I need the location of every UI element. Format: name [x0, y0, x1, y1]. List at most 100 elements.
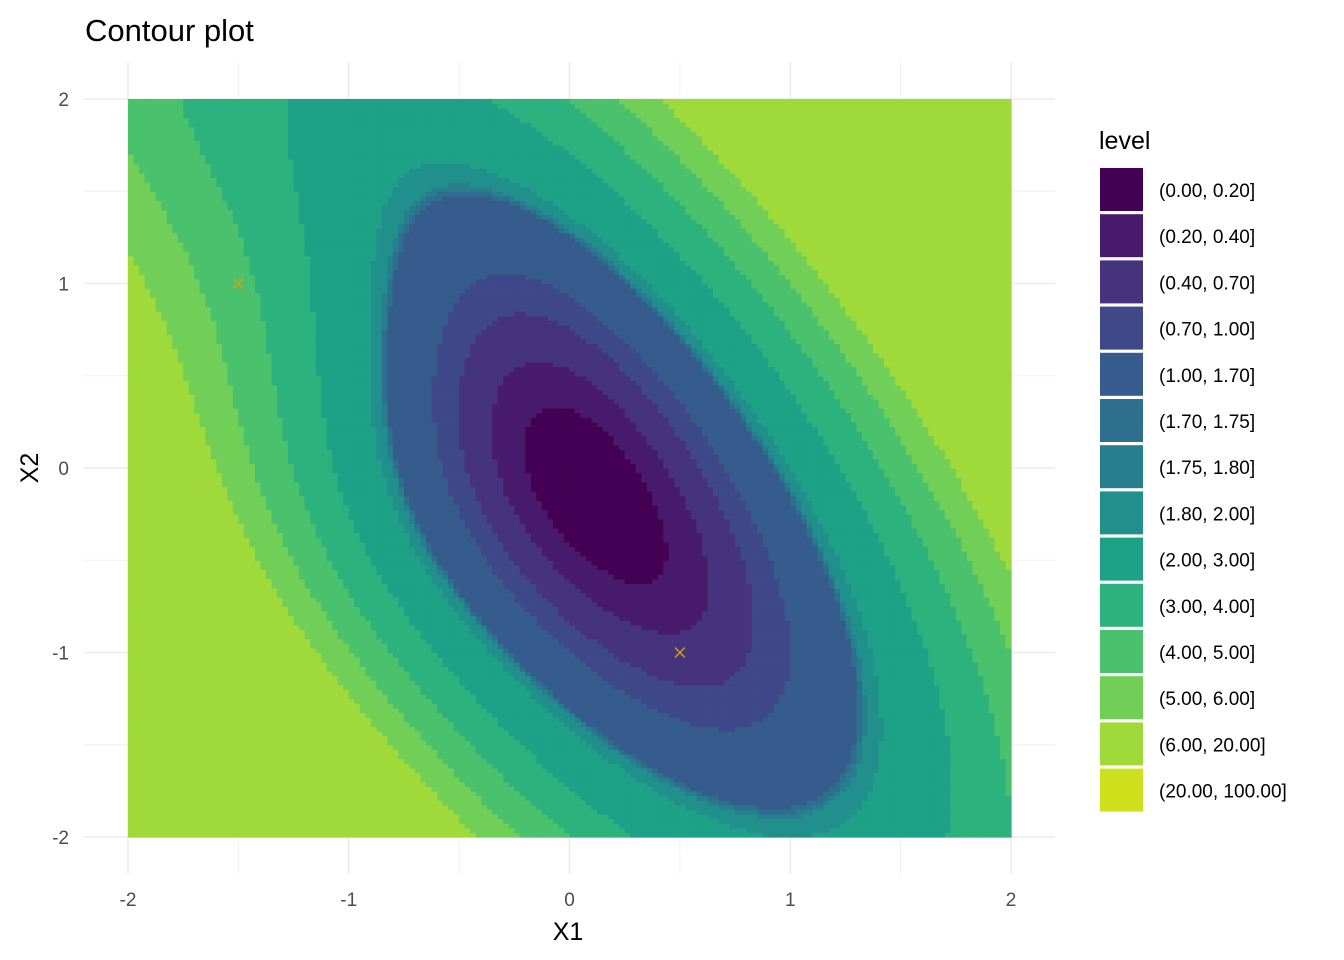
contour-cell: [282, 168, 289, 174]
contour-cell: [128, 108, 135, 114]
contour-cell: [216, 541, 223, 548]
contour-cell: [293, 131, 300, 137]
contour-cell: [155, 583, 162, 589]
contour-cell: [271, 753, 278, 760]
contour-cell: [238, 721, 245, 727]
contour-cell: [199, 426, 206, 432]
contour-cell: [133, 278, 140, 285]
contour-cell: [199, 108, 206, 114]
contour-cell: [194, 477, 201, 483]
contour-cell: [282, 809, 289, 815]
contour-cell: [260, 435, 267, 441]
contour-cell: [277, 767, 284, 774]
contour-cell: [232, 145, 239, 151]
contour-cell: [265, 315, 273, 321]
contour-cell: [155, 560, 162, 566]
contour-cell: [205, 158, 212, 165]
contour-cell: [221, 306, 228, 312]
contour-cell: [177, 564, 184, 571]
contour-cell: [139, 315, 146, 321]
contour-cell: [288, 472, 295, 478]
contour-cell: [183, 698, 190, 704]
contour-cell: [249, 643, 256, 649]
contour-cell: [139, 767, 146, 774]
contour-cell: [254, 661, 262, 667]
contour-cell: [133, 606, 140, 612]
contour-cell: [177, 421, 184, 428]
contour-cell: [150, 564, 157, 571]
contour-cell: [232, 670, 239, 677]
contour-cell: [172, 518, 179, 524]
contour-cell: [188, 813, 195, 820]
contour-cell: [254, 260, 262, 266]
contour-cell: [288, 827, 295, 833]
contour-cell: [288, 740, 295, 746]
contour-cell: [227, 274, 234, 280]
contour-cell: [221, 707, 228, 714]
contour-cell: [238, 103, 245, 109]
contour-cell: [238, 620, 245, 626]
contour-cell: [282, 652, 289, 658]
contour-cell: [221, 426, 228, 432]
contour-cell: [150, 468, 157, 474]
contour-cell: [133, 209, 140, 215]
contour-cell: [293, 306, 300, 312]
contour-cell: [205, 297, 212, 303]
contour-cell: [238, 260, 245, 266]
contour-cell: [150, 99, 157, 105]
contour-cell: [150, 500, 157, 506]
contour-cell: [221, 795, 228, 801]
contour-cell: [243, 804, 251, 810]
contour-cell: [254, 555, 262, 561]
contour-cell: [271, 795, 278, 801]
contour-cell: [205, 790, 212, 797]
contour-cell: [221, 564, 228, 571]
contour-cell: [216, 426, 223, 432]
contour-cell: [227, 486, 234, 492]
contour-cell: [139, 380, 146, 386]
contour-cell: [260, 408, 267, 414]
contour-cell: [293, 394, 300, 400]
contour-cell: [161, 126, 168, 132]
contour-cell: [150, 394, 157, 400]
contour-cell: [166, 306, 173, 312]
contour-cell: [232, 629, 239, 635]
contour-cell: [227, 122, 234, 128]
contour-cell: [282, 444, 289, 451]
contour-cell: [210, 592, 217, 598]
contour-cell: [128, 117, 135, 123]
contour-cell: [210, 435, 217, 441]
contour-cell: [172, 712, 179, 718]
contour-cell: [139, 670, 146, 677]
contour-cell: [227, 260, 234, 266]
contour-cell: [249, 99, 256, 105]
contour-cell: [277, 112, 284, 119]
contour-cell: [238, 108, 245, 114]
contour-cell: [216, 689, 223, 695]
contour-cell: [227, 749, 234, 755]
contour-cell: [150, 375, 157, 381]
contour-cell: [183, 463, 190, 469]
contour-cell: [216, 380, 223, 386]
contour-cell: [238, 537, 245, 543]
contour-cell: [133, 813, 140, 820]
contour-cell: [216, 500, 223, 506]
contour-cell: [177, 306, 184, 312]
contour-cell: [238, 698, 245, 704]
contour-cell: [260, 177, 267, 183]
contour-cell: [232, 366, 239, 372]
contour-cell: [210, 186, 217, 192]
contour-cell: [166, 703, 173, 709]
contour-cell: [293, 325, 300, 331]
contour-cell: [128, 647, 135, 654]
contour-cell: [139, 265, 146, 271]
contour-cell: [216, 108, 223, 114]
contour-cell: [161, 297, 168, 303]
contour-cell: [133, 643, 140, 649]
contour-cell: [194, 680, 201, 686]
contour-cell: [166, 827, 173, 833]
contour-cell: [144, 827, 151, 833]
contour-cell: [243, 592, 251, 598]
contour-cell: [172, 237, 179, 243]
contour-cell: [177, 426, 184, 432]
